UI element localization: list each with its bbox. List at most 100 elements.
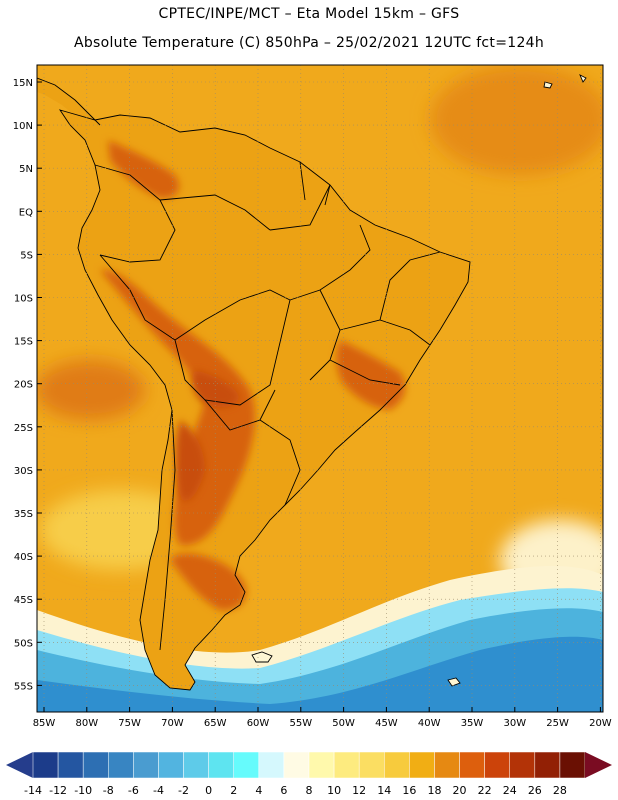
lat-label: 55S <box>14 681 33 692</box>
lon-label: 25W <box>546 718 569 729</box>
lon-label: 55W <box>289 718 312 729</box>
colorbar-swatch <box>108 751 134 779</box>
field-title: Absolute Temperature (C) 850hPa – 25/02/… <box>73 35 545 51</box>
lat-label: EQ <box>19 207 33 218</box>
colorbar-swatch <box>258 751 285 779</box>
lon-label: 30W <box>503 718 526 729</box>
longitude-labels: 85W 80W 75W 70W 65W 60W 55W 50W 45W 40W 35W 30W 25W 2… <box>33 718 612 729</box>
colorbar-label: -10 <box>74 784 92 797</box>
border-bolivia <box>174 299 291 406</box>
lon-label: 80W <box>75 718 98 729</box>
colorbar-swatch <box>534 751 561 779</box>
colorbar-swatch <box>283 751 310 779</box>
falkland-islands <box>251 651 273 663</box>
lat-label: 15N <box>13 78 33 89</box>
border-chile-argentina <box>159 409 176 651</box>
colorbar-swatch <box>208 751 234 779</box>
central-america-coast <box>37 77 101 126</box>
lat-label: 10N <box>13 121 33 132</box>
shade-warm-atlantic <box>430 65 603 175</box>
lon-label: 65W <box>204 718 227 729</box>
colorbar-label: -14 <box>24 784 42 797</box>
colorbar-swatch <box>459 751 485 779</box>
very-hot-zone-chaco <box>175 420 205 501</box>
shade-warm-pacific <box>37 360 145 420</box>
colorbar-label: 2 <box>230 784 237 797</box>
border-paraguay <box>204 389 276 431</box>
colorbar-swatch <box>183 751 209 779</box>
lat-label: 45S <box>14 595 33 606</box>
lat-label: 50S <box>14 638 33 649</box>
border-brazil-states-5 <box>329 359 401 386</box>
south-georgia <box>447 677 461 687</box>
cold-band-deep <box>37 636 603 712</box>
border-venezuela <box>159 194 271 231</box>
colorbar-label: -4 <box>153 784 164 797</box>
hot-zone-brazil <box>336 340 406 410</box>
lat-label: 5N <box>19 164 33 175</box>
colorbar-label: 22 <box>478 784 492 797</box>
colorbar-label: 26 <box>528 784 542 797</box>
colorbar-swatch <box>509 751 536 779</box>
border-uruguay <box>259 419 301 506</box>
map-frame <box>36 64 604 713</box>
lon-label: 35W <box>461 718 484 729</box>
hot-zone-north <box>108 140 180 199</box>
islands <box>251 74 587 687</box>
political-borders <box>37 77 471 691</box>
lon-label: 50W <box>332 718 355 729</box>
border-brazil-states-1 <box>289 224 371 301</box>
colorbar-swatch <box>158 751 184 779</box>
colorbar-label: 20 <box>453 784 467 797</box>
colorbar-label: -8 <box>103 784 114 797</box>
colorbar-swatch <box>559 751 586 779</box>
colorbar-swatch <box>32 751 59 779</box>
colorbar-label: 12 <box>352 784 366 797</box>
colorbar-label: 6 <box>280 784 287 797</box>
border-guianas <box>269 184 331 231</box>
lat-label: 30S <box>14 466 33 477</box>
hot-zones <box>100 140 406 611</box>
lon-label: 20W <box>589 718 612 729</box>
model-title: CPTEC/INPE/MCT – Eta Model 15km – GFS <box>158 6 460 22</box>
lon-label: 85W <box>33 718 56 729</box>
lat-label: 25S <box>14 423 33 434</box>
colorbar-swatch <box>57 751 84 779</box>
lon-label: 40W <box>418 718 441 729</box>
colorbar-swatch <box>409 751 435 779</box>
border-colombia <box>94 164 176 263</box>
colorbar-swatch <box>434 751 460 779</box>
border-brazil-states-2 <box>309 289 341 381</box>
border-peru <box>99 254 176 341</box>
coastline <box>58 109 471 691</box>
border-suriname <box>299 161 331 206</box>
colorbar-label: -12 <box>49 784 67 797</box>
colorbar-low-arrow <box>6 752 33 778</box>
colorbar-label: 8 <box>306 784 313 797</box>
border-brazil-states-4 <box>379 251 441 321</box>
axis-ticks <box>37 81 601 712</box>
colorbar-label: 4 <box>255 784 262 797</box>
lat-label: 40S <box>14 552 33 563</box>
colorbar-label: 10 <box>327 784 341 797</box>
border-brazil-states-3 <box>339 319 431 346</box>
colorbar: -14 -12 -10 -8 -6 -4 -2 0 2 4 6 8 10 12 14 16 18 20 22 24 26… <box>6 751 612 797</box>
colorbar-swatch <box>333 751 360 779</box>
very-hot-zone-paraguay <box>192 370 240 408</box>
lat-label: 35S <box>14 509 33 520</box>
border-bolivia-north <box>174 289 291 341</box>
latitude-labels: 15N 10N 5N EQ 5S 10S 15S 20S 25S 30S 35S 40S 45S 50S 5… <box>13 78 33 692</box>
colorbar-label: 0 <box>205 784 212 797</box>
caribbean-islands <box>543 81 553 89</box>
colorbar-label: 24 <box>503 784 517 797</box>
colorbar-label: -6 <box>128 784 139 797</box>
lat-label: 15S <box>14 337 33 348</box>
colorbar-label: 16 <box>402 784 416 797</box>
map-panel <box>37 65 603 712</box>
lon-label: 60W <box>247 718 270 729</box>
lat-label: 20S <box>14 380 33 391</box>
lat-label: 5S <box>20 250 33 261</box>
colorbar-label: -2 <box>178 784 189 797</box>
lon-label: 45W <box>375 718 398 729</box>
colorbar-swatch <box>384 751 410 779</box>
